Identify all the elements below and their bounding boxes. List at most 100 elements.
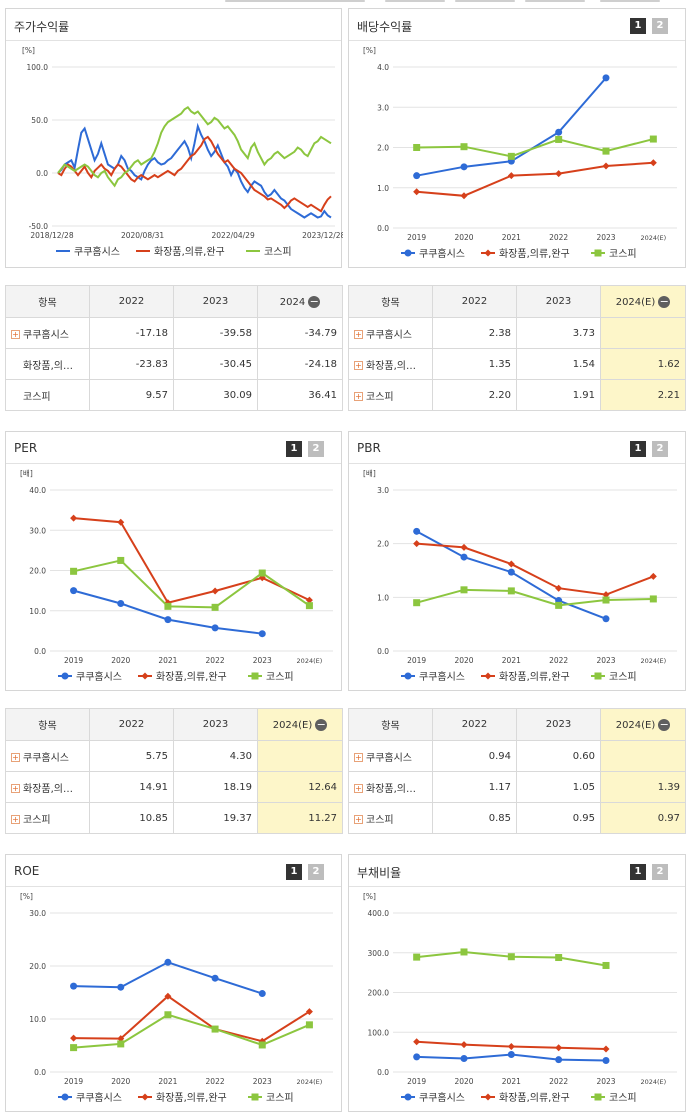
table-cell: 12.64 [257,771,343,803]
pbr-chart: 3.0 2.0 1.0 0.0 [배] 2019 2020 2021 2022 2023 2024(… [363,469,677,683]
series-line [73,1013,310,1049]
table-row: 화장품,의… -23.83 -30.45 -24.18 [5,348,343,380]
chart-tab-2-button[interactable]: 2 [652,441,668,457]
x-tick-label: 2023 [596,1077,615,1086]
x-tick-label: 2018/12/28 [30,231,73,240]
y-unit-label: [%] [363,46,376,55]
table-header-year: 2023 [516,285,601,318]
panel-header: 부채비율 1 2 [349,855,685,887]
expand-icon[interactable]: + [11,753,20,762]
expand-icon[interactable]: + [11,815,20,824]
expand-icon[interactable]: + [354,753,363,762]
x-tick-label: 2024(E) [640,657,666,665]
chart-tab-2-button[interactable]: 2 [308,441,324,457]
data-point [164,616,172,624]
chart-tab-2-button[interactable]: 2 [652,18,668,34]
chart-tab-1-button[interactable]: 1 [630,864,646,880]
data-point [70,982,78,990]
data-point [117,600,125,608]
table-row: + 코스피 0.85 0.95 0.97 [348,802,686,834]
data-point [602,1045,610,1053]
x-tick-label: 2021 [158,656,177,665]
y-tick-label: 400.0 [368,909,390,918]
collapse-icon[interactable]: − [308,294,321,308]
data-point [251,672,259,680]
x-tick-label: 2021 [502,233,521,242]
row-label: + 화장품,의… [348,771,433,803]
table-header-year: 2023 [173,708,258,741]
data-point [211,1025,219,1033]
table-cell: 10.85 [89,802,174,834]
table-cell: 18.19 [173,771,258,803]
expand-icon[interactable]: + [354,392,363,401]
expand-icon[interactable]: + [11,330,20,339]
row-label: + 쿠쿠홈시스 [5,740,90,772]
y-unit-label: [배] [363,469,376,478]
expand-icon[interactable]: + [354,361,363,370]
x-tick-label: 2022 [206,1077,225,1086]
data-point [258,1041,266,1049]
data-point [555,1056,563,1064]
table-cell: -30.45 [173,348,258,380]
row-label: + 화장품,의… [5,771,90,803]
table-cell: 1.39 [600,771,686,803]
data-point [460,1054,468,1062]
data-point [164,602,172,610]
panel-header: 주가수익률 [6,9,341,41]
data-point [211,974,219,982]
expand-icon[interactable]: + [354,784,363,793]
chart-tab-1-button[interactable]: 1 [286,864,302,880]
y-unit-label: [%] [363,892,376,901]
data-point [61,672,69,680]
x-tick-label: 2019 [64,656,83,665]
series-line [73,994,310,1043]
row-label: + 쿠쿠홈시스 [348,740,433,772]
legend-label: 쿠쿠홈시스 [74,245,120,258]
chart-tab-1-button[interactable]: 1 [630,441,646,457]
legend-label: 코스피 [609,1092,637,1104]
top-strip [0,0,691,6]
data-point [70,567,78,575]
table-row: + 화장품,의… 14.91 18.19 12.64 [5,771,343,803]
panel-title: ROE [14,864,40,878]
collapse-icon[interactable]: − [315,717,328,731]
y-tick-label: 3.0 [377,103,389,112]
y-tick-label: 4.0 [377,63,389,72]
chart-tab-2-button[interactable]: 2 [652,864,668,880]
data-point [305,1021,313,1029]
data-point [404,249,412,257]
collapse-icon[interactable]: − [658,717,671,731]
data-point [404,1093,412,1101]
data-point [117,1040,125,1048]
expand-icon[interactable]: + [354,330,363,339]
legend-label: 코스피 [264,246,292,258]
x-tick-label: 2024(E) [640,1078,666,1086]
legend-label: 화장품,의류,완구 [156,671,227,683]
row-label: + 코스피 [5,802,90,834]
table-row: + 화장품,의… 1.17 1.05 1.39 [348,771,686,803]
per-chart-panel: PER 1 2 40.0 30.0 20.0 10.0 0.0 [배] 2019 2020 20… [5,431,342,691]
expand-icon[interactable]: + [354,815,363,824]
series-line [416,138,654,158]
data-point [117,518,125,526]
x-tick-label: 2020 [454,656,473,665]
x-tick-label: 2022 [549,233,568,242]
chart-tab-1-button[interactable]: 1 [630,18,646,34]
x-tick-label: 2020/08/31 [121,231,164,240]
data-point [70,1034,78,1042]
data-point [141,1093,149,1101]
table-header-year: 2022 [432,285,517,318]
table-row: + 쿠쿠홈시스 -17.18 -39.58 -34.79 [5,317,343,349]
data-point [507,953,515,961]
x-tick-label: 2020 [111,656,130,665]
y-tick-label: 50.0 [31,116,48,125]
y-tick-label: 20.0 [29,567,46,576]
chart-tab-2-button[interactable]: 2 [308,864,324,880]
expand-icon[interactable]: + [11,784,20,793]
legend-label: 쿠쿠홈시스 [76,670,122,683]
table-header-year: 2023 [516,708,601,741]
chart-tab-1-button[interactable]: 1 [286,441,302,457]
data-point [507,172,515,180]
series-line [73,559,310,609]
collapse-icon[interactable]: − [658,294,671,308]
